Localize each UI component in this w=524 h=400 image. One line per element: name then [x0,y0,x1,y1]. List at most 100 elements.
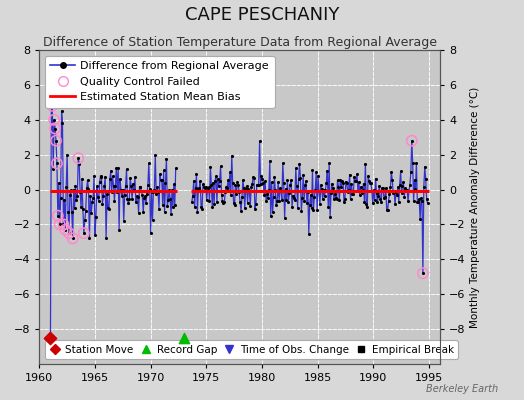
Point [95,179,104,186]
Point [115,227,123,233]
Point [354,188,362,194]
Point [100,183,108,190]
Point [270,174,279,180]
Point [421,164,429,170]
Point [52,138,60,144]
Point [66,192,74,198]
Point [62,184,70,190]
Point [373,190,381,196]
Legend: Station Move, Record Gap, Time of Obs. Change, Empirical Break: Station Move, Record Gap, Time of Obs. C… [45,340,458,359]
Point [162,156,171,162]
Point [54,180,63,186]
Point [119,218,128,224]
Point [344,186,353,193]
Point [130,174,139,180]
Point [279,180,288,186]
Point [368,188,376,195]
Point [359,180,368,187]
Point [405,188,413,194]
Point [46,335,54,341]
Point [313,207,321,213]
Point [348,191,356,197]
Point [268,209,277,216]
Point [361,161,369,167]
Point [48,103,57,109]
Point [255,181,263,188]
Point [363,204,372,210]
Point [94,194,102,200]
Point [274,179,282,186]
Point [330,196,338,203]
Point [191,185,200,192]
Point [234,182,243,188]
Point [281,186,290,192]
Point [114,165,123,171]
Point [59,221,68,228]
Point [360,199,368,205]
Point [302,178,310,184]
Point [261,178,269,184]
Point [422,196,431,202]
Point [247,184,255,190]
Point [93,183,101,190]
Point [408,138,416,144]
Point [138,192,147,198]
Point [226,169,234,176]
Point [159,202,167,208]
Point [385,198,393,204]
Point [160,209,169,215]
Point [339,180,347,186]
Point [159,167,168,174]
Point [171,165,180,172]
Point [367,180,375,186]
Point [103,191,111,197]
Point [269,194,278,201]
Point [210,201,219,207]
Point [169,204,177,210]
Point [392,192,401,198]
Point [291,197,299,203]
Point [412,160,421,166]
Point [153,184,161,190]
Point [163,203,171,209]
Point [368,200,377,206]
Point [301,182,309,189]
Point [290,194,298,201]
Point [165,187,173,193]
Point [128,196,136,202]
Point [308,204,316,211]
Point [243,200,252,206]
Point [365,178,373,184]
Point [152,191,160,197]
Point [199,181,207,188]
Point [303,189,312,195]
Point [70,205,79,212]
Point [337,184,345,190]
Y-axis label: Monthly Temperature Anomaly Difference (°C): Monthly Temperature Anomaly Difference (… [470,86,480,328]
Point [409,160,417,166]
Point [343,180,351,186]
Point [200,184,208,191]
Point [110,198,118,204]
Point [297,208,305,214]
Point [91,232,99,238]
Point [395,199,403,205]
Point [347,181,356,187]
Point [73,192,82,199]
Point [341,196,349,202]
Point [198,205,206,212]
Point [190,178,198,184]
Point [197,204,205,211]
Point [303,200,311,207]
Point [83,177,92,184]
Point [228,180,237,186]
Point [263,191,271,198]
Point [390,188,398,195]
Point [220,199,228,205]
Point [106,168,115,174]
Point [415,196,423,202]
Point [389,190,397,196]
Point [284,198,292,205]
Point [388,177,397,183]
Point [124,200,133,206]
